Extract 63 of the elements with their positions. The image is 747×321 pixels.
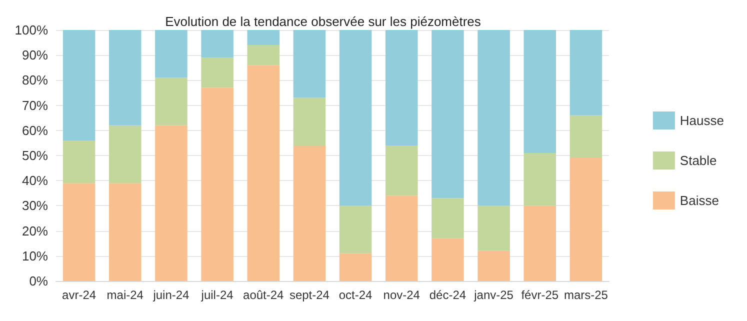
- bar: [62, 30, 96, 140]
- y-tick-label: 20%: [22, 223, 48, 238]
- y-tick-label: 80%: [22, 72, 48, 88]
- bar: [524, 152, 556, 206]
- bar: [385, 196, 418, 281]
- bar: [478, 250, 510, 281]
- bar: [247, 65, 280, 281]
- x-tick-label: mars-25: [564, 288, 608, 302]
- bar: [155, 125, 188, 281]
- y-tick-label: 100%: [14, 22, 48, 38]
- bar: [478, 30, 510, 206]
- bar: [385, 30, 418, 146]
- x-tick-label: nov-24: [383, 288, 420, 302]
- x-tick-label: janv-25: [473, 288, 514, 302]
- y-tick-label: 0%: [29, 274, 48, 288]
- bar: [570, 115, 602, 158]
- bar: [155, 30, 188, 78]
- bar: [293, 98, 326, 146]
- x-tick-label: juil-24: [200, 288, 234, 302]
- bar: [339, 253, 372, 281]
- bar: [432, 238, 464, 281]
- bar: [432, 198, 464, 238]
- x-tick-label: août-24: [243, 288, 284, 302]
- bar: [570, 30, 602, 116]
- legend-label: Baisse: [680, 193, 719, 208]
- bar: [524, 206, 556, 281]
- bar: [201, 30, 234, 58]
- x-tick-label: sept-24: [289, 288, 330, 302]
- bar: [385, 145, 418, 196]
- y-tick-label: 40%: [22, 173, 48, 188]
- bar: [247, 45, 280, 66]
- y-tick-label: 60%: [22, 122, 48, 138]
- x-tick-label: oct-24: [338, 288, 373, 302]
- bar: [524, 30, 556, 153]
- legend-label: Stable: [680, 153, 717, 168]
- x-tick-label: déc-24: [429, 288, 466, 302]
- x-tick-label: avr-24: [62, 288, 96, 302]
- legend-label: Hausse: [680, 113, 724, 128]
- bar: [62, 140, 96, 184]
- bar: [108, 183, 142, 281]
- bar: [339, 30, 372, 206]
- y-tick-label: 30%: [22, 198, 48, 214]
- y-tick-label: 10%: [22, 248, 48, 264]
- x-tick-label: mai-24: [106, 288, 144, 302]
- x-tick-label: juin-24: [152, 288, 190, 302]
- bar: [155, 78, 188, 126]
- y-tick-label: 70%: [22, 98, 48, 113]
- bar: [293, 30, 326, 98]
- x-tick-label: févr-25: [521, 288, 559, 302]
- bar: [570, 158, 602, 281]
- bar: [201, 58, 234, 88]
- bar: [108, 125, 142, 184]
- bar: [201, 88, 234, 281]
- y-tick-label: 50%: [22, 148, 48, 163]
- bar: [339, 206, 372, 254]
- bar: [62, 183, 96, 281]
- y-tick-label: 90%: [22, 48, 48, 63]
- bar: [247, 30, 280, 46]
- bar: [108, 30, 142, 126]
- bar: [478, 206, 510, 251]
- chart-title: Evolution de la tendance observée sur les piézomètres: [165, 14, 482, 29]
- bar: [293, 145, 326, 281]
- bar: [432, 30, 464, 198]
